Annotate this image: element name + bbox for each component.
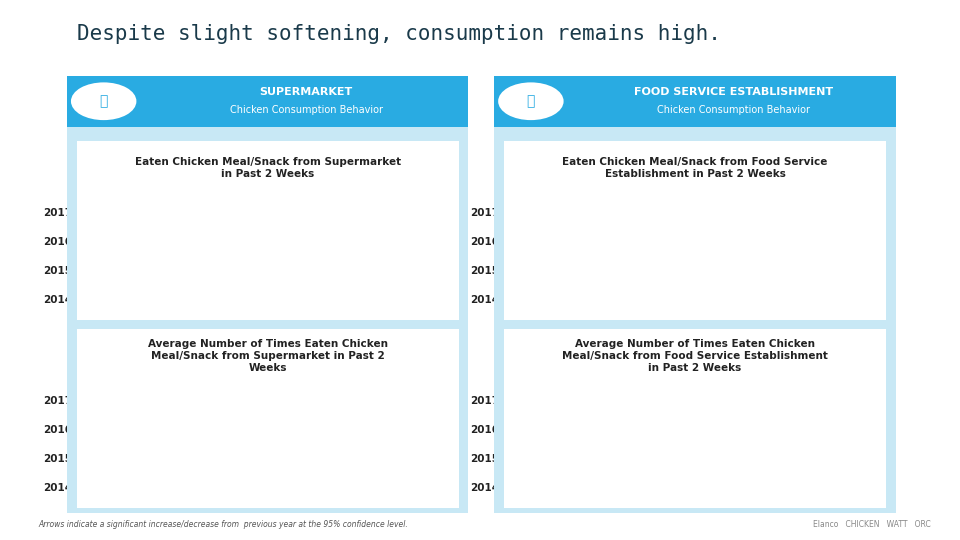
Bar [82, 393, 349, 408]
Text: Meal/Snack from Supermarket in Past 2: Meal/Snack from Supermarket in Past 2 [151, 351, 385, 361]
Text: 87%: 87% [410, 237, 437, 246]
Text: Weeks: Weeks [249, 363, 287, 373]
Bar [509, 263, 758, 278]
Text: ▲: ▲ [391, 424, 399, 434]
Bar [82, 205, 395, 220]
Text: 67%: 67% [763, 207, 789, 217]
Bar [509, 451, 643, 466]
Bar [509, 292, 770, 307]
Text: SUPERMARKET: SUPERMARKET [259, 86, 353, 97]
Bar [509, 205, 758, 220]
Text: 🛒: 🛒 [100, 94, 108, 108]
Text: 2.2: 2.2 [677, 395, 697, 405]
Text: in Past 2 Weeks: in Past 2 Weeks [648, 363, 742, 373]
Text: 72%: 72% [781, 237, 808, 246]
Text: ▲: ▲ [810, 237, 819, 246]
Bar [82, 480, 349, 495]
Text: 1.8: 1.8 [647, 454, 667, 463]
Text: 85%: 85% [402, 265, 429, 275]
Bar [509, 422, 673, 437]
Text: Meal/Snack from Food Service Establishment: Meal/Snack from Food Service Establishme… [563, 351, 828, 361]
Bar [509, 480, 687, 495]
Text: 2.4: 2.4 [692, 482, 712, 492]
Bar [82, 234, 406, 249]
Text: 84%: 84% [399, 207, 425, 217]
Text: Eaten Chicken Meal/Snack from Food Service: Eaten Chicken Meal/Snack from Food Servi… [563, 157, 828, 167]
Text: 🏪: 🏪 [527, 94, 535, 108]
Text: Average Number of Times Eaten Chicken: Average Number of Times Eaten Chicken [575, 339, 815, 349]
Text: Chicken Consumption Behavior: Chicken Consumption Behavior [657, 105, 810, 115]
Text: Establishment in Past 2 Weeks: Establishment in Past 2 Weeks [605, 169, 785, 179]
Text: Chicken Consumption Behavior: Chicken Consumption Behavior [229, 105, 383, 115]
Text: in Past 2 Weeks: in Past 2 Weeks [221, 169, 315, 179]
Text: Elanco   CHICKEN   WATT   ORC: Elanco CHICKEN WATT ORC [813, 520, 931, 529]
Text: Despite slight softening, consumption remains high.: Despite slight softening, consumption re… [77, 24, 721, 44]
Text: Arrows indicate a significant increase/decrease from  previous year at the 95% c: Arrows indicate a significant increase/d… [38, 520, 408, 529]
Text: 70%: 70% [774, 294, 801, 305]
Text: 3.6: 3.6 [354, 395, 374, 405]
Bar [82, 451, 327, 466]
Text: 67%: 67% [763, 265, 789, 275]
Text: 2.2: 2.2 [677, 424, 697, 434]
Text: ▲: ▲ [707, 424, 714, 434]
Text: 3.7: 3.7 [362, 424, 381, 434]
Text: 83%: 83% [396, 294, 421, 305]
Text: Eaten Chicken Meal/Snack from Supermarket: Eaten Chicken Meal/Snack from Supermarke… [134, 157, 401, 167]
Text: 3.3: 3.3 [332, 454, 351, 463]
Bar [82, 263, 398, 278]
Bar [82, 422, 357, 437]
Text: 3.6: 3.6 [354, 482, 374, 492]
Bar [509, 393, 673, 408]
Text: ▼: ▼ [792, 207, 801, 217]
Bar [509, 234, 777, 249]
Text: FOOD SERVICE ESTABLISHMENT: FOOD SERVICE ESTABLISHMENT [634, 86, 833, 97]
Bar [82, 292, 391, 307]
Text: Average Number of Times Eaten Chicken: Average Number of Times Eaten Chicken [148, 339, 388, 349]
